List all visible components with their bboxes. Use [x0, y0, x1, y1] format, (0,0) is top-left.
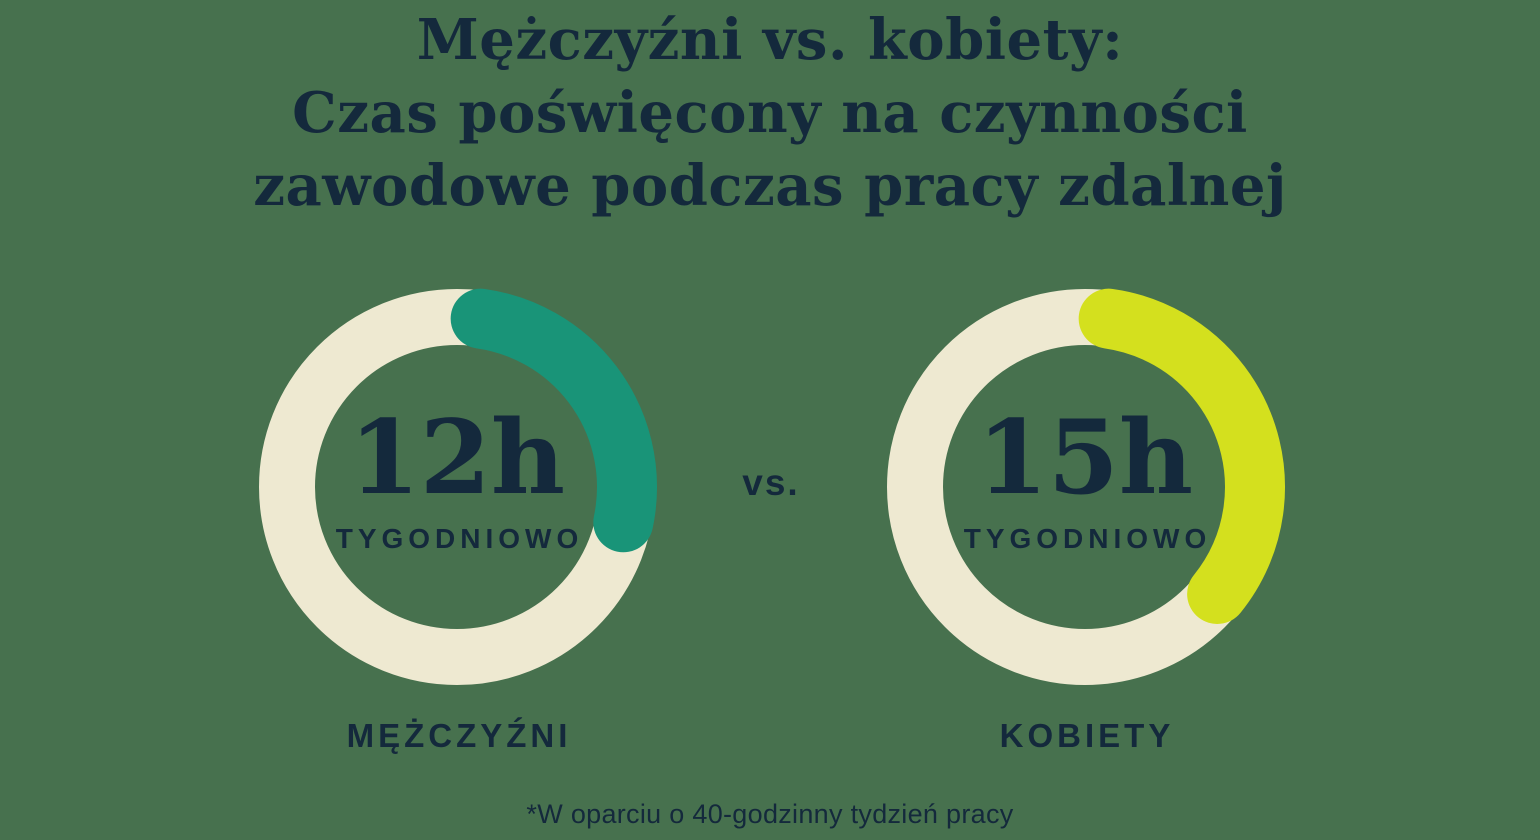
donut-men: 12h TYGODNIOWO [257, 287, 657, 687]
donut-women-svg [885, 287, 1285, 687]
donut-women-arc [885, 287, 1285, 687]
donut-men-arc [257, 287, 657, 687]
vs-separator: vs. [742, 462, 800, 503]
infographic-title: Mężczyźni vs. kobiety: Czas poświęcony n… [253, 7, 1287, 219]
footnote: *W oparciu o 40-godzinny tydzień pracy [526, 799, 1014, 829]
men-group-label: MĘŻCZYŹNI [346, 717, 572, 754]
women-group-label: KOBIETY [999, 717, 1175, 754]
donut-women: 15h TYGODNIOWO [885, 287, 1285, 687]
donut-men-svg [257, 287, 657, 687]
